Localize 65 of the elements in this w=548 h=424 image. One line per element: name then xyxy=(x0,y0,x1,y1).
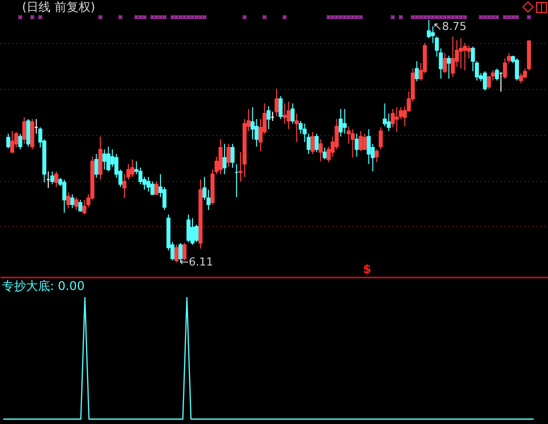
candlestick xyxy=(350,128,355,158)
candlestick xyxy=(230,143,235,168)
candlestick xyxy=(514,58,519,82)
candlestick xyxy=(382,102,387,127)
candlestick xyxy=(94,153,98,178)
candlestick xyxy=(78,199,82,212)
candlestick xyxy=(518,72,523,84)
candlestick xyxy=(494,68,499,82)
candlestick xyxy=(150,181,154,195)
candlestick xyxy=(26,118,30,148)
candlestick xyxy=(286,101,291,130)
candlestick xyxy=(222,143,227,175)
candlestick xyxy=(10,130,14,154)
candlestick xyxy=(186,214,190,243)
candlestick xyxy=(374,148,379,163)
annotation: ←6.11 xyxy=(179,255,214,268)
candlestick xyxy=(322,147,327,160)
candlestick xyxy=(310,131,315,154)
candlestick xyxy=(130,158,134,178)
candlestick xyxy=(74,196,78,210)
candlestick xyxy=(190,218,194,246)
candlestick xyxy=(482,70,487,92)
candlestick xyxy=(62,179,66,214)
candlestick xyxy=(294,113,299,143)
candlestick xyxy=(18,133,22,150)
chart-title: (日线 前复权) xyxy=(22,0,96,14)
candlestick xyxy=(54,170,58,188)
candlestick xyxy=(66,192,70,209)
candlestick xyxy=(282,102,287,124)
candlestick xyxy=(358,130,363,152)
candlestick xyxy=(174,244,178,263)
candlestick xyxy=(226,143,231,168)
candlestick xyxy=(22,116,26,144)
candlestick xyxy=(342,108,347,134)
candlestick xyxy=(378,126,383,150)
candlestick xyxy=(102,148,106,170)
candlestick xyxy=(442,52,447,74)
candlestick xyxy=(414,60,419,82)
candlestick xyxy=(462,42,467,71)
candlestick xyxy=(278,96,283,120)
candlestick xyxy=(354,133,359,158)
candlestick xyxy=(146,176,150,192)
candlestick xyxy=(6,133,10,149)
candlestick xyxy=(450,36,455,78)
annotation: ↖8.75 xyxy=(432,20,467,33)
candlestick xyxy=(318,138,323,162)
candlestick xyxy=(394,106,399,132)
candlestick xyxy=(14,131,18,148)
candlestick xyxy=(50,170,54,185)
candlestick xyxy=(218,138,223,175)
candlestick xyxy=(426,19,431,39)
candlestick xyxy=(338,108,343,138)
candlestick xyxy=(458,38,463,70)
candlestick xyxy=(314,133,319,153)
candlestick xyxy=(274,88,279,117)
candlestick xyxy=(154,181,158,195)
candlestick xyxy=(106,146,110,172)
candlestick xyxy=(362,133,367,150)
candlestick xyxy=(290,102,295,124)
candlestick xyxy=(266,106,271,130)
candlestick xyxy=(446,55,451,80)
chart-title: 专抄大底: 0.00 xyxy=(2,279,85,293)
candlestick xyxy=(70,194,74,209)
candlestick xyxy=(390,108,395,128)
annotation: $ xyxy=(362,262,372,276)
